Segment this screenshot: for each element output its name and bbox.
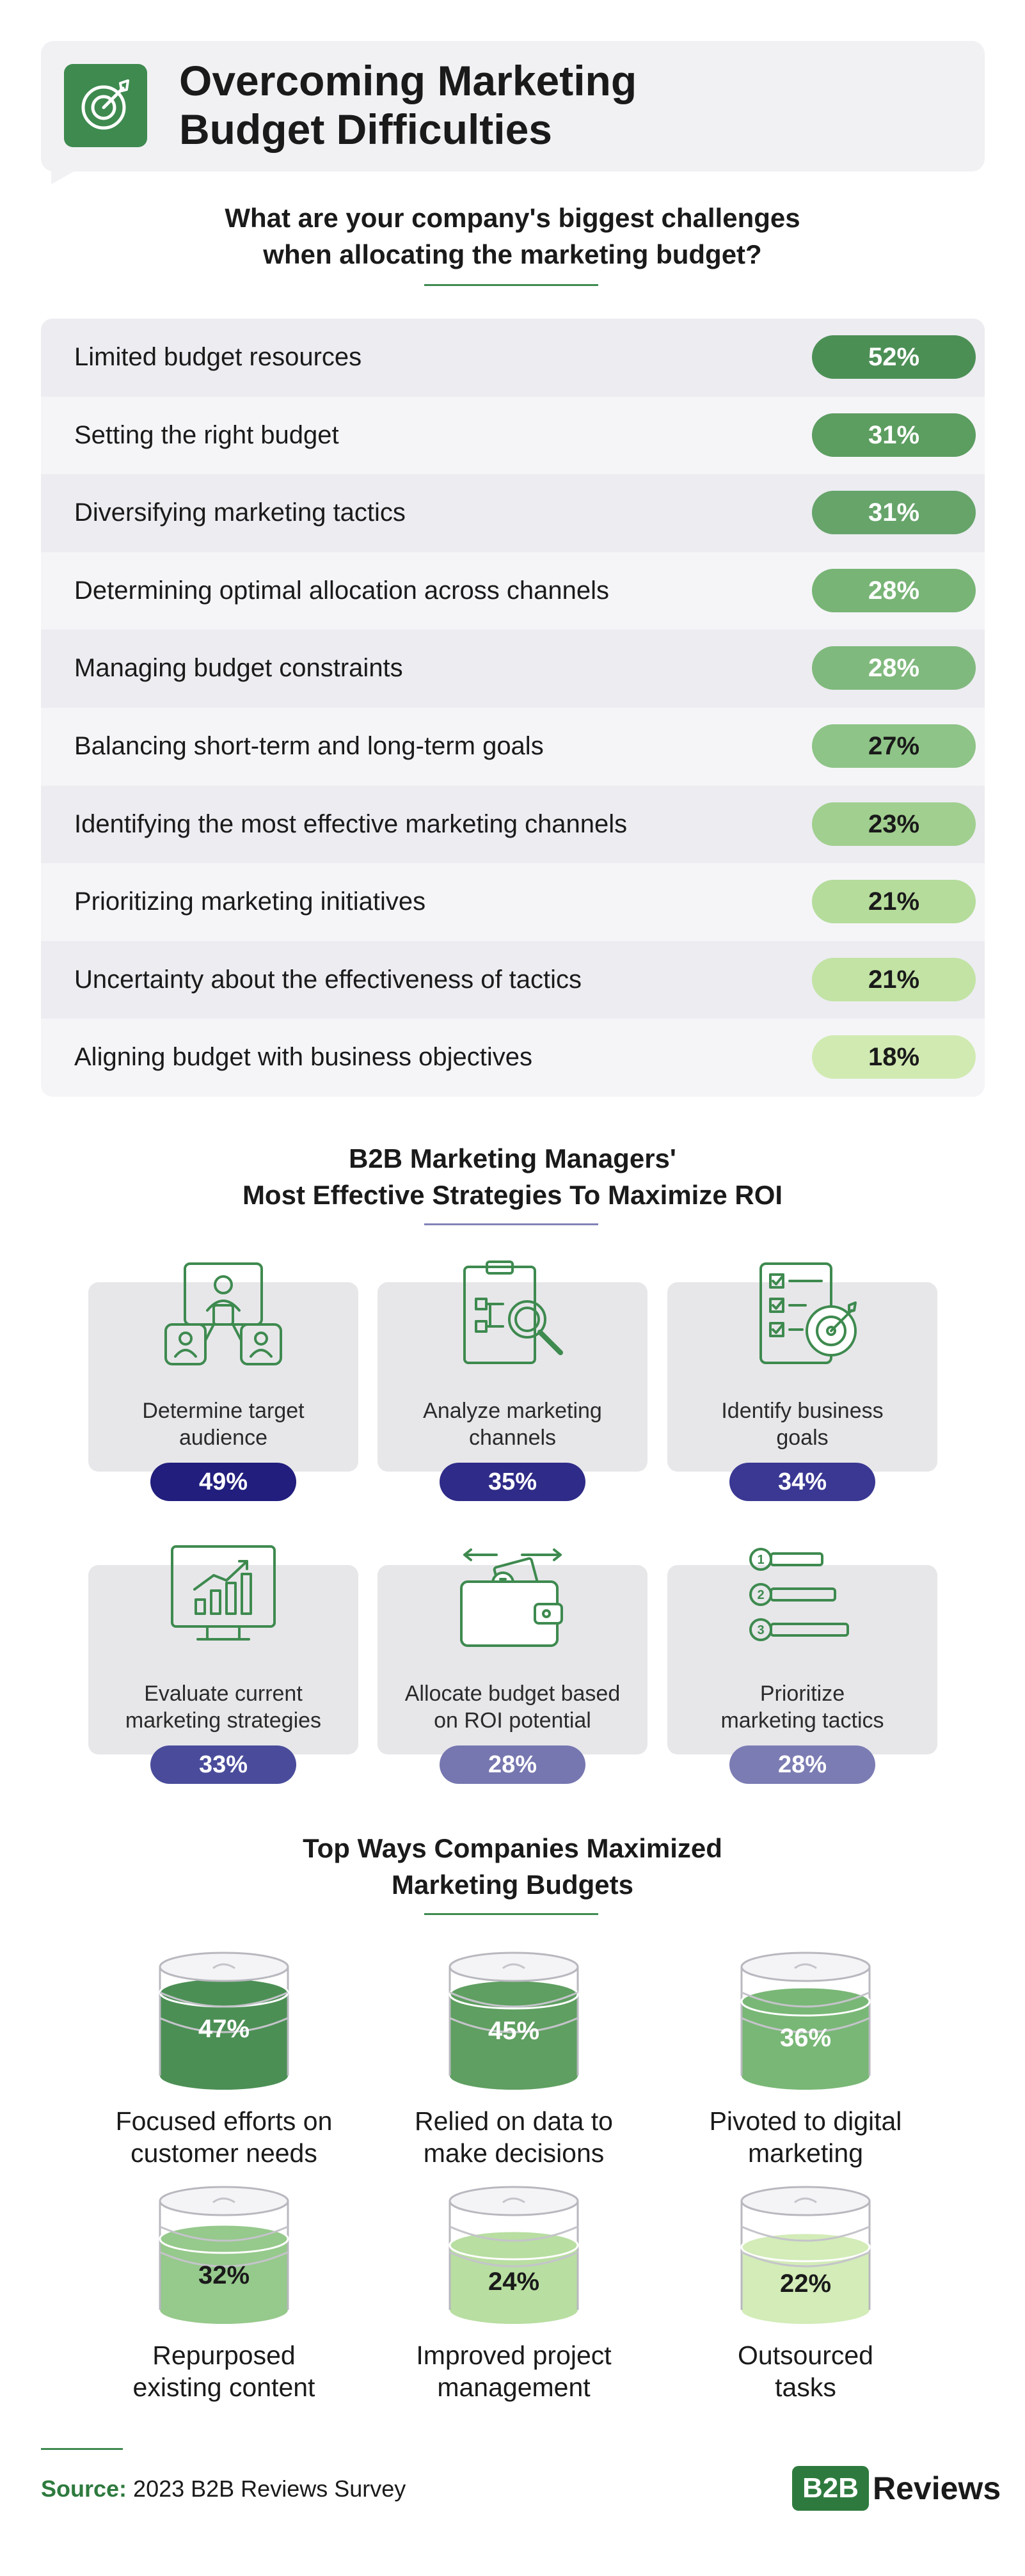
value-pill: 28% (812, 646, 976, 690)
section-underline (424, 284, 598, 286)
strategies-title: B2B Marketing Managers' Most Effective S… (242, 1143, 783, 1210)
table-row: Balancing short-term and long-term goals… (41, 707, 985, 786)
table-row: Determining optimal allocation across ch… (41, 552, 985, 630)
row-label: Managing budget constraints (74, 654, 403, 683)
page-title: Overcoming Marketing Budget Difficulties (179, 57, 637, 153)
strategy-value: 34% (729, 1463, 875, 1501)
source-line: Source: 2023 B2B Reviews Survey (41, 2475, 406, 2503)
svg-text:2: 2 (757, 1588, 764, 1602)
audience-icon (163, 1260, 284, 1372)
section-underline (424, 1913, 598, 1915)
coin-stack-icon: 32% (157, 2182, 291, 2335)
table-row: Aligning budget with business objectives… (41, 1019, 985, 1097)
svg-text:1: 1 (757, 1553, 764, 1567)
analyze-channels-icon (452, 1260, 573, 1372)
strategy-value: 33% (150, 1745, 296, 1784)
value-pill: 21% (812, 880, 976, 924)
strategy-card (667, 1282, 937, 1472)
value-pill: 31% (812, 413, 976, 457)
logo-text: Reviews (873, 2470, 1001, 2506)
stack-value: 24% (488, 2268, 539, 2296)
stack-value: 47% (198, 2015, 250, 2043)
coin-stack-icon: 45% (447, 1948, 581, 2101)
footer-divider (41, 2448, 123, 2450)
strategy-card (88, 1565, 358, 1754)
row-label: Uncertainty about the effectiveness of t… (74, 965, 582, 994)
row-label: Balancing short-term and long-term goals (74, 731, 544, 760)
strategy-value: 28% (440, 1745, 585, 1784)
table-row: Uncertainty about the effectiveness of t… (41, 941, 985, 1019)
stack-value: 36% (780, 2024, 831, 2052)
coin-stack-icon: 36% (738, 1948, 873, 2101)
challenges-question: What are your company's biggest challeng… (225, 203, 800, 269)
section-underline (424, 1223, 598, 1225)
strategy-label: Prioritize marketing tactics (720, 1682, 884, 1733)
strategy-card (667, 1565, 937, 1754)
row-label: Prioritizing marketing initiatives (74, 887, 426, 916)
row-label: Setting the right budget (74, 420, 339, 449)
stack-value: 45% (488, 2017, 539, 2045)
value-pill: 21% (812, 957, 976, 1001)
row-label: Aligning budget with business objectives (74, 1043, 532, 1072)
budget-label: Focused efforts on customer needs (115, 2106, 333, 2168)
challenges-table: Limited budget resources 52% Setting the r… (41, 319, 985, 1097)
table-row: Limited budget resources 52% (41, 319, 985, 397)
strategy-value: 28% (729, 1745, 875, 1784)
row-label: Identifying the most effective marketing… (74, 809, 628, 838)
coin-stack-icon: 24% (447, 2182, 581, 2335)
stack-value: 32% (198, 2261, 250, 2289)
budget-label: Pivoted to digital marketing (709, 2106, 902, 2168)
budget-wallet-icon (452, 1543, 573, 1655)
budget-label: Repurposed existing content (132, 2341, 315, 2402)
budget-label: Improved project management (416, 2341, 612, 2402)
strategy-label: Determine target audience (142, 1399, 305, 1450)
value-pill: 23% (812, 802, 976, 846)
prioritize-list-icon: 1 2 3 (742, 1543, 863, 1655)
table-row: Setting the right budget 31% (41, 396, 985, 475)
value-pill: 28% (812, 568, 976, 612)
budgets-title: Top Ways Companies Maximized Marketing B… (303, 1833, 722, 1900)
strategy-label: Identify business goals (721, 1399, 884, 1450)
coin-stack-icon: 22% (738, 2182, 873, 2335)
strategy-value: 35% (440, 1463, 585, 1501)
budget-label: Relied on data to make decisions (414, 2106, 613, 2168)
source-label: Source: (41, 2476, 127, 2502)
value-pill: 18% (812, 1035, 976, 1079)
table-row: Identifying the most effective marketing… (41, 785, 985, 864)
table-row: Diversifying marketing tactics 31% (41, 474, 985, 552)
strategy-label: Allocate budget based on ROI potential (404, 1682, 621, 1733)
logo-box: B2B (792, 2466, 869, 2511)
svg-text:3: 3 (757, 1623, 764, 1637)
header-speech-tail (51, 168, 81, 184)
brand-logo: B2B Reviews (792, 2462, 1001, 2513)
header-card (41, 41, 985, 171)
row-label: Limited budget resources (74, 343, 362, 371)
business-goals-icon (742, 1260, 863, 1372)
value-pill: 31% (812, 491, 976, 535)
row-label: Diversifying marketing tactics (74, 498, 406, 527)
strategy-card (377, 1282, 648, 1472)
coin-stack-icon: 47% (157, 1948, 291, 2101)
strategy-card (88, 1282, 358, 1472)
evaluate-strategies-icon (163, 1543, 284, 1655)
strategy-value: 49% (150, 1463, 296, 1501)
strategy-label: Analyze marketing channels (423, 1399, 602, 1450)
table-row: Prioritizing marketing initiatives 21% (41, 863, 985, 941)
budget-label: Outsourced tasks (738, 2341, 873, 2402)
source-text: 2023 B2B Reviews Survey (127, 2476, 406, 2502)
value-pill: 52% (812, 335, 976, 379)
row-label: Determining optimal allocation across ch… (74, 576, 609, 605)
strategy-label: Evaluate current marketing strategies (125, 1682, 322, 1733)
target-icon (64, 64, 147, 147)
stack-value: 22% (780, 2270, 831, 2298)
table-row: Managing budget constraints 28% (41, 630, 985, 708)
value-pill: 27% (812, 724, 976, 768)
